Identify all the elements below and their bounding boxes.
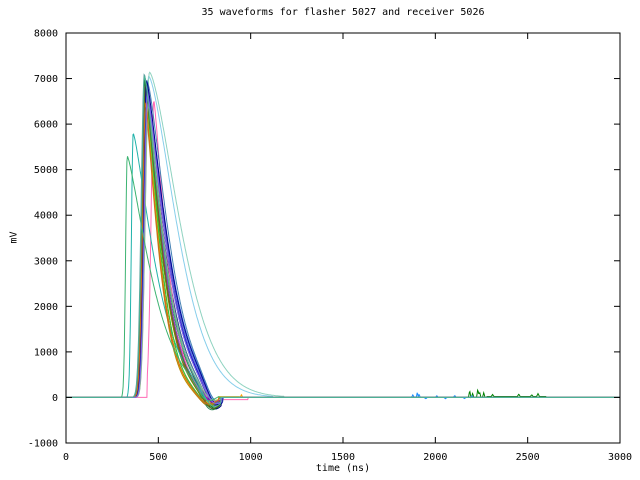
x-tick-label: 1000	[239, 452, 263, 463]
chart-title: 35 waveforms for flasher 5027 and receiv…	[201, 7, 485, 18]
y-tick-label: 5000	[34, 165, 58, 176]
waveform-trace	[66, 100, 620, 406]
y-tick-label: 2000	[34, 302, 58, 313]
y-tick-label: 8000	[34, 29, 58, 40]
y-tick-label: 7000	[34, 74, 58, 85]
waveform-trace	[66, 133, 620, 405]
waveform-trace	[66, 108, 620, 403]
x-tick-label: 2000	[423, 452, 447, 463]
x-axis-label: time (ns)	[315, 463, 371, 474]
waveform-trace	[66, 156, 620, 402]
x-tick-label: 2500	[516, 452, 540, 463]
y-tick-label: 6000	[34, 120, 58, 131]
y-tick-label: 4000	[34, 211, 58, 222]
y-tick-label: 3000	[34, 256, 58, 267]
waveform-trace	[66, 75, 620, 407]
y-tick-label: 0	[52, 393, 58, 404]
waveform-trace	[66, 102, 620, 403]
waveform-trace	[66, 103, 620, 401]
x-tick-label: 500	[149, 452, 167, 463]
x-tick-label: 3000	[608, 452, 632, 463]
waveform-trace	[66, 102, 620, 405]
y-tick-label: 1000	[34, 347, 58, 358]
y-tick-label: -1000	[28, 439, 58, 450]
x-tick-label: 1500	[331, 452, 355, 463]
waveform-trace	[66, 105, 620, 404]
x-tick-label: 0	[63, 452, 69, 463]
